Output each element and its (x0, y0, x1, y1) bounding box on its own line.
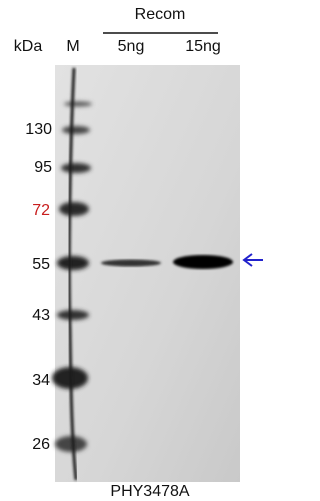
band-arrow (244, 254, 263, 266)
marker-label: 95 (34, 159, 52, 176)
marker-label: 130 (25, 121, 52, 138)
marker-label: 26 (32, 436, 50, 453)
marker-label: 34 (32, 372, 50, 389)
band-15ng (173, 255, 233, 269)
band-5ng (101, 260, 161, 267)
lane-label: M (66, 38, 79, 55)
marker-label: 55 (32, 256, 50, 273)
marker-label: 43 (32, 307, 50, 324)
marker-label: 72 (32, 202, 50, 219)
blot-figure: Recom kDa M 5ng 15ng 130 95 72 55 43 34 … (0, 0, 264, 501)
lane-label: 15ng (185, 38, 221, 55)
product-code: PHY3478A (110, 483, 189, 500)
group-label: Recom (135, 6, 186, 23)
unit-label: kDa (14, 38, 43, 55)
lane-label: 5ng (118, 38, 145, 55)
